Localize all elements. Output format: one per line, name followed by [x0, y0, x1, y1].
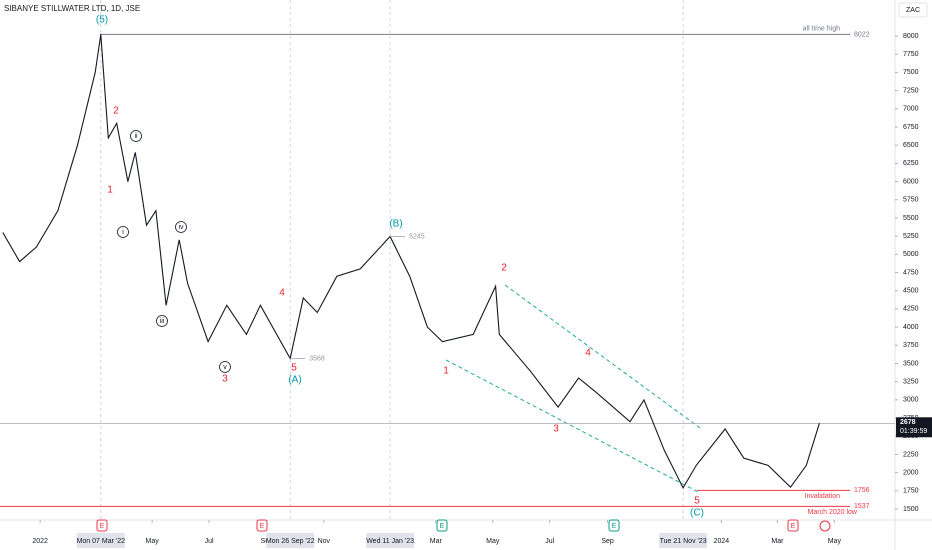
date-box	[76, 533, 125, 548]
y-tick-label: 2000	[903, 469, 919, 476]
chart-title: SIBANYE STILLWATER LTD, 1D, JSE	[4, 4, 140, 13]
event-label: E	[612, 523, 617, 530]
y-tick-label: 3500	[903, 360, 919, 367]
y-tick-label: 6250	[903, 160, 919, 167]
date-box	[266, 533, 315, 548]
y-tick-label: 4000	[903, 324, 919, 331]
y-tick-label: 3250	[903, 379, 919, 386]
x-tick-label: Mar	[430, 538, 443, 545]
y-tick-label: 1500	[903, 506, 919, 513]
y-tick-label: 3750	[903, 342, 919, 349]
y-tick-label: 8000	[903, 33, 919, 40]
y-tick-label: 5750	[903, 197, 919, 204]
wave-label: ii	[134, 133, 138, 140]
y-tick-label: 7250	[903, 87, 919, 94]
wave-label: i	[122, 229, 124, 236]
y-tick-label: 3000	[903, 397, 919, 404]
point-label: 5245	[409, 233, 425, 240]
wave-label: 4	[585, 348, 591, 359]
wave-circle	[175, 221, 187, 233]
channel-lower	[445, 359, 701, 494]
wave-label: (C)	[690, 508, 704, 519]
price-line	[2, 34, 820, 490]
x-tick-label: Jul	[205, 538, 214, 545]
wave-circle	[156, 315, 168, 327]
current-price-box	[896, 417, 932, 438]
x-tick-label: Nov	[318, 538, 331, 545]
wave-label: (A)	[288, 375, 301, 386]
y-tick-label: 6000	[903, 178, 919, 185]
event-label: E	[440, 523, 445, 530]
flash-icon	[819, 520, 831, 532]
wave-label: 1	[443, 366, 449, 377]
x-tick-label: Mar	[771, 538, 784, 545]
y-tick-label: 7000	[903, 106, 919, 113]
event-icon	[436, 519, 448, 532]
level-name: all time high	[803, 25, 840, 32]
x-tick-label: May	[486, 538, 500, 545]
wave-circle	[130, 130, 142, 142]
date-label: Tue 21 Nov '23	[660, 538, 707, 545]
level-value: 1537	[854, 503, 870, 510]
wave-label: iv	[178, 224, 184, 231]
wave-label: iii	[160, 318, 165, 325]
wave-label: v	[223, 364, 227, 371]
event-icon	[608, 519, 620, 532]
y-tick-label: 5000	[903, 251, 919, 258]
wave-label: 1	[107, 185, 113, 196]
wave-circle	[219, 361, 231, 373]
currency: ZAC	[906, 7, 920, 14]
level-name: Invalidation	[805, 493, 841, 500]
currency-box	[898, 2, 928, 18]
current-price: 2678	[900, 419, 916, 426]
wave-label: 2	[501, 263, 507, 274]
point-label: 3568	[309, 355, 325, 362]
wave-label: 2	[113, 106, 119, 117]
date-label: Wed 11 Jan '23	[366, 538, 414, 545]
y-tick-label: 6500	[903, 142, 919, 149]
event-label: E	[791, 523, 796, 530]
date-box	[659, 533, 708, 548]
wave-label: (5)	[96, 15, 108, 26]
event-icon	[256, 519, 268, 532]
date-label: Mon 07 Mar '22	[77, 538, 126, 545]
level-value: 8022	[854, 31, 870, 38]
wave-label: 3	[222, 374, 228, 385]
x-tick-label: May	[828, 538, 842, 545]
y-tick-label: 1750	[903, 488, 919, 495]
wave-label: 3	[553, 424, 559, 435]
level-name: March 2020 low	[808, 509, 858, 516]
wave-label: 5	[291, 363, 297, 374]
wave-label: 4	[279, 288, 285, 299]
y-tick-label: 5250	[903, 233, 919, 240]
date-box	[366, 533, 415, 548]
wave-label: (B)	[389, 219, 402, 230]
x-tick-label: Sep	[601, 538, 614, 545]
x-tick-label: 2022	[32, 538, 48, 545]
wave-circle	[117, 226, 129, 238]
x-tick-label: Jul	[545, 538, 554, 545]
wave-label: 5	[694, 496, 700, 507]
channel-upper	[504, 284, 701, 429]
event-icon	[96, 519, 108, 532]
y-tick-label: 4250	[903, 306, 919, 313]
x-tick-label: May	[146, 538, 160, 545]
y-tick-label: 5500	[903, 215, 919, 222]
event-icon	[787, 519, 799, 532]
countdown: 01:39:59	[900, 428, 927, 435]
event-label: E	[260, 523, 265, 530]
date-label: Mon 26 Sep '22	[266, 538, 315, 545]
y-tick-label: 6750	[903, 124, 919, 131]
event-label: E	[100, 523, 105, 530]
y-tick-label: 2250	[903, 451, 919, 458]
x-tick-label: 2024	[714, 538, 730, 545]
y-tick-label: 4750	[903, 269, 919, 276]
y-tick-label: 7500	[903, 69, 919, 76]
y-tick-label: 4500	[903, 288, 919, 295]
level-value: 1756	[854, 487, 870, 494]
y-tick-label: 7750	[903, 51, 919, 58]
